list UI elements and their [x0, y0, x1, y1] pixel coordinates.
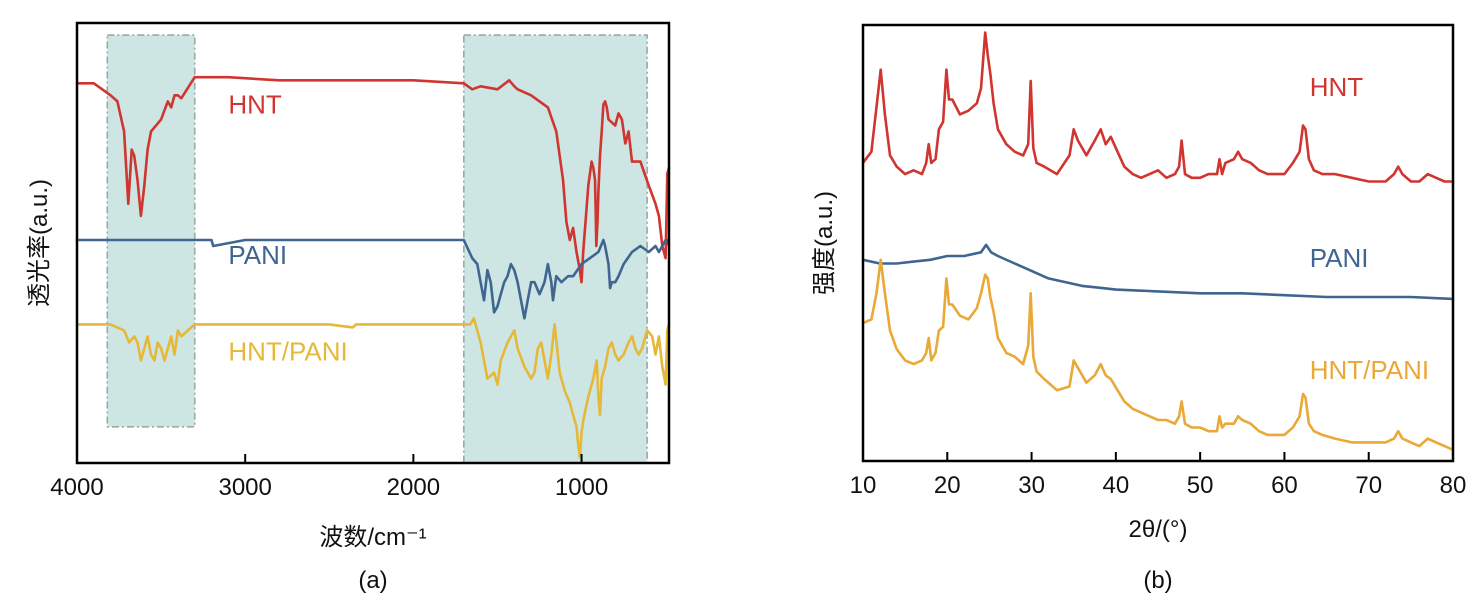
a-series-line-hnt-pani: [75, 317, 671, 459]
a-series-label-hnt: HNT: [228, 89, 282, 119]
b-y-axis-label: 强度(a.u.): [811, 191, 838, 295]
a-x-tick-label-1000: 1000: [555, 474, 608, 501]
b-series-lines: [861, 31, 1455, 452]
b-series-label-pani: PANI: [1310, 243, 1369, 273]
a-series-label-pani: PANI: [228, 240, 287, 270]
b-x-tick-label-10: 10: [850, 472, 877, 499]
b-x-tick-label-30: 30: [1018, 472, 1045, 499]
a-x-tick-label-3000: 3000: [218, 474, 271, 501]
b-x-tick-label-20: 20: [934, 472, 961, 499]
b-series-line-hnt: [861, 31, 1455, 183]
a-x-tick-labels: 4000 3000 2000 1000: [50, 474, 608, 501]
b-x-tick-label-80: 80: [1440, 472, 1467, 499]
a-shaded-region-1: [106, 34, 196, 428]
b-x-tick-label-50: 50: [1187, 472, 1214, 499]
a-series-label-hnt-pani: HNT/PANI: [228, 337, 347, 367]
a-series-labels: HNT PANI HNT/PANI: [228, 89, 347, 366]
panel-a: 4000 3000 2000 1000 HNT PANI HNT/PANI 波数/cm⁻¹…: [26, 21, 671, 594]
a-x-axis-label: 波数/cm⁻¹: [319, 524, 426, 551]
a-panel-label: (a): [358, 567, 387, 594]
a-y-axis-label: 透光率(a.u.): [26, 179, 53, 307]
b-plot-frame: [861, 23, 1455, 463]
b-series-label-hnt-pani: HNT/PANI: [1310, 355, 1429, 385]
a-series-lines: [75, 75, 671, 459]
a-series-line-hnt: [75, 75, 671, 284]
a-plot-frame: [75, 21, 671, 465]
b-x-tick-label-70: 70: [1355, 472, 1382, 499]
b-series-labels: HNT PANI HNT/PANI: [1310, 72, 1429, 385]
a-x-tick-label-4000: 4000: [50, 474, 103, 501]
b-x-tick-labels: 10 20 30 40 50 60 70 80: [850, 472, 1467, 499]
b-series-label-hnt: HNT: [1310, 72, 1364, 102]
b-series-line-hnt-pani: [861, 258, 1455, 452]
a-x-tick-label-2000: 2000: [387, 474, 440, 501]
a-series-line-pani: [75, 238, 671, 320]
b-x-axis-label: 2θ/(°): [1129, 516, 1188, 543]
b-series-line-pani: [861, 243, 1455, 301]
b-panel-label: (b): [1143, 567, 1172, 594]
b-x-ticks: [862, 452, 1454, 461]
a-shaded-region-2: [463, 34, 648, 464]
a-x-ticks: [76, 454, 583, 463]
b-x-tick-label-60: 60: [1271, 472, 1298, 499]
a-shaded-regions: [106, 34, 648, 464]
b-x-tick-label-40: 40: [1103, 472, 1130, 499]
